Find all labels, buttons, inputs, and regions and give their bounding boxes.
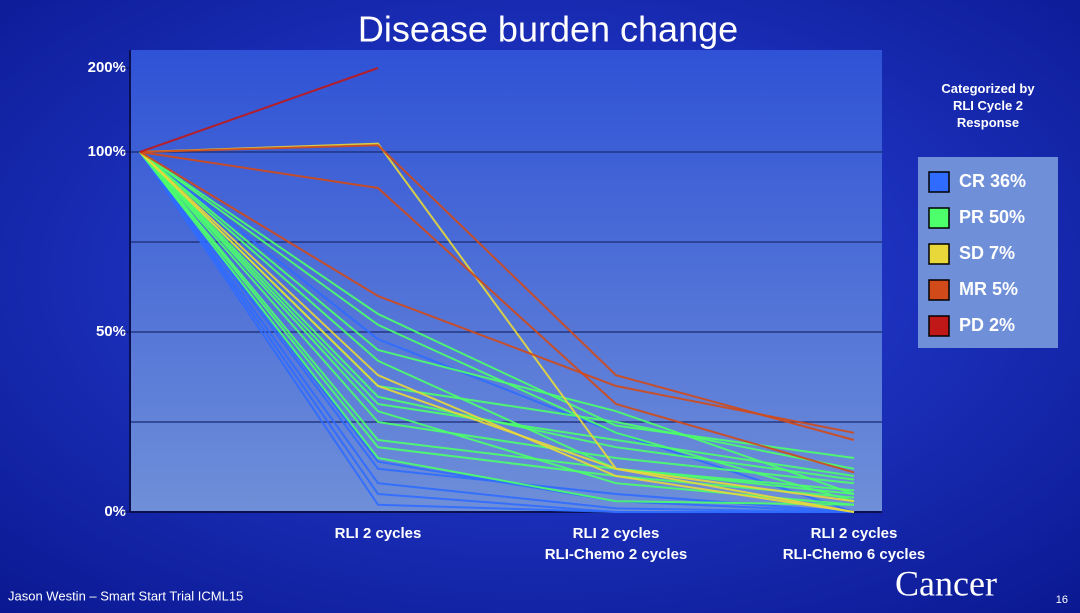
y-tick-label: 0% xyxy=(104,503,126,520)
data-line xyxy=(139,151,855,513)
plot-area xyxy=(130,50,882,512)
data-line xyxy=(139,151,855,492)
legend-title: Categorized by RLI Cycle 2 Response xyxy=(941,81,1035,130)
data-line xyxy=(139,151,855,499)
data-line xyxy=(139,151,855,495)
y-tick-label: 200% xyxy=(88,59,126,76)
legend-label: SD 7% xyxy=(959,243,1015,263)
y-tick-label: 50% xyxy=(96,323,126,340)
legend-label: CR 36% xyxy=(959,171,1026,191)
chart-title: Disease burden change xyxy=(358,9,738,50)
logo: Cancer xyxy=(895,563,997,603)
data-line xyxy=(139,151,855,434)
data-line xyxy=(139,67,379,153)
x-tick-label: RLI-Chemo 2 cycles xyxy=(545,546,688,563)
legend-label: PR 50% xyxy=(959,207,1025,227)
y-tick-label: 100% xyxy=(88,143,126,160)
legend-swatch xyxy=(928,243,950,265)
x-tick-label: RLI 2 cycles xyxy=(335,525,422,542)
data-line xyxy=(139,151,855,503)
data-line xyxy=(139,151,854,513)
page-number: 16 xyxy=(1056,594,1068,606)
data-line xyxy=(139,151,855,474)
legend-swatch xyxy=(928,171,950,193)
data-line xyxy=(139,151,855,513)
data-line xyxy=(139,151,855,495)
x-tick-label: RLI 2 cycles xyxy=(811,525,898,542)
footer-credit: Jason Westin – Smart Start Trial ICML15 xyxy=(8,588,243,603)
data-line xyxy=(139,151,855,506)
data-line xyxy=(139,151,855,513)
legend-label: PD 2% xyxy=(959,315,1015,335)
legend-label: MR 5% xyxy=(959,279,1018,299)
legend-title-box: Categorized by RLI Cycle 2 Response xyxy=(941,81,1035,130)
data-line xyxy=(139,151,855,503)
data-line xyxy=(139,151,855,481)
x-tick-label: RLI-Chemo 6 cycles xyxy=(783,546,926,563)
legend-swatch xyxy=(928,315,950,337)
data-line xyxy=(139,151,855,459)
legend-swatch xyxy=(928,207,950,229)
x-tick-label: RLI 2 cycles xyxy=(573,525,660,542)
data-line xyxy=(139,151,855,485)
legend-swatch xyxy=(928,279,950,301)
data-line xyxy=(139,144,855,441)
